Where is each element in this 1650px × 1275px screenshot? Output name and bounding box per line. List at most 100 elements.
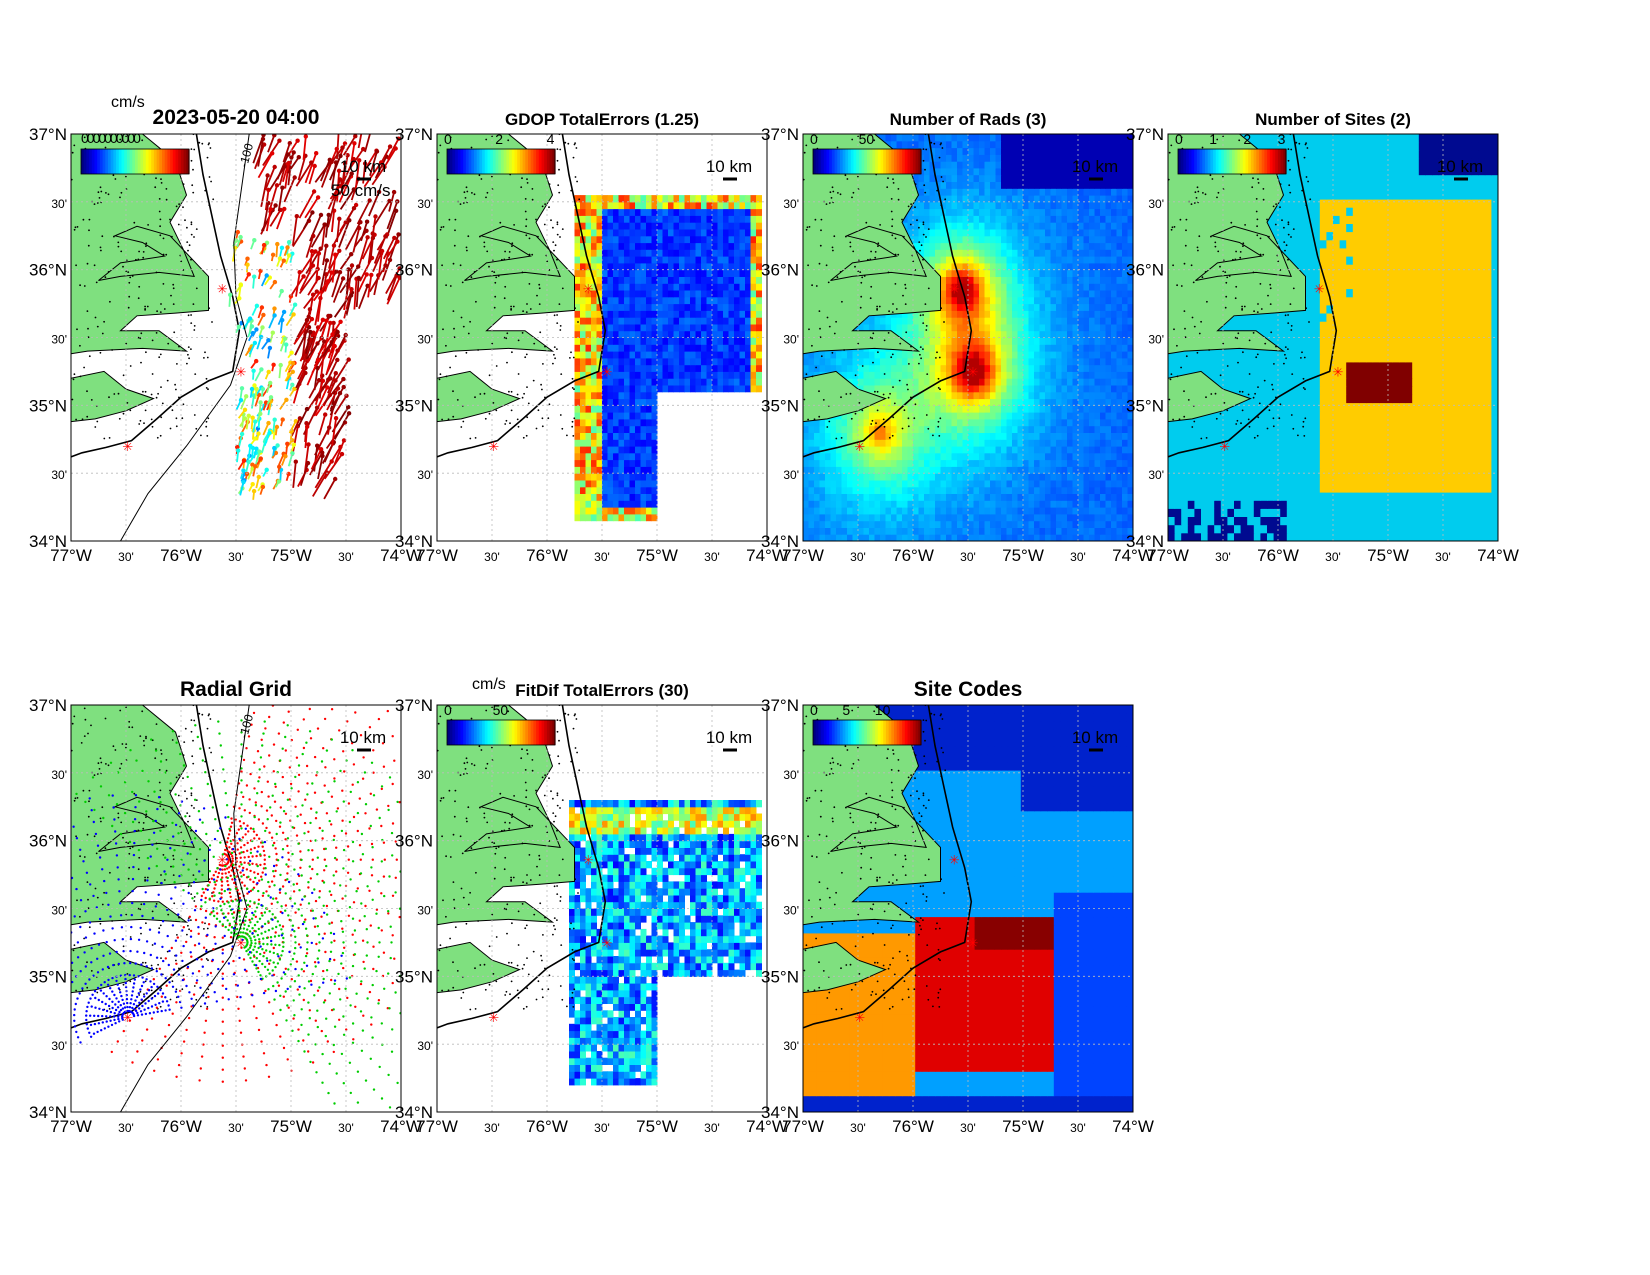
coast-dot xyxy=(449,285,452,287)
colorbar-segment xyxy=(140,149,144,174)
field-cell xyxy=(819,513,826,522)
field-cell xyxy=(1012,357,1018,366)
field-cell xyxy=(723,222,729,230)
field-cell xyxy=(1056,303,1062,311)
field-cell xyxy=(1039,351,1046,359)
field-cell xyxy=(973,344,980,352)
field-cell xyxy=(1127,323,1133,332)
field-cell xyxy=(668,371,674,379)
field-cell xyxy=(1078,412,1084,420)
field-cell xyxy=(717,208,724,216)
field-cell xyxy=(885,493,892,501)
field-cell xyxy=(613,432,619,440)
field-cell xyxy=(750,337,757,345)
field-cell xyxy=(629,425,636,433)
coast-dot xyxy=(178,396,180,399)
field-cell xyxy=(635,303,641,311)
field-cell xyxy=(734,303,740,311)
field-cell xyxy=(596,507,603,515)
field-cell xyxy=(728,344,735,352)
colorbar-segment xyxy=(108,149,112,174)
field-cell xyxy=(924,344,930,352)
current-vector xyxy=(357,134,363,149)
field-cell xyxy=(1039,303,1046,311)
field-cell xyxy=(885,378,892,386)
coast-dot xyxy=(442,226,445,228)
current-vector-head xyxy=(268,207,273,212)
field-cell xyxy=(968,452,974,461)
field-cell xyxy=(951,473,958,481)
field-cell xyxy=(750,310,757,318)
field-cell xyxy=(973,323,980,332)
coast-dot xyxy=(159,234,162,237)
field-cell xyxy=(874,527,881,535)
field-cell xyxy=(739,249,746,257)
field-cell xyxy=(607,473,614,481)
field-cell xyxy=(1028,337,1035,345)
coast-dot xyxy=(172,303,175,305)
field-cell xyxy=(940,351,947,359)
field-cell xyxy=(646,276,652,284)
lon-tick-label: 75°W xyxy=(636,546,678,565)
field-cell xyxy=(819,459,826,467)
field-cell xyxy=(968,425,974,433)
lat-tick-label: 34°N xyxy=(395,532,433,551)
current-vector-head xyxy=(334,269,339,274)
field-cell xyxy=(602,418,608,427)
field-cell xyxy=(591,351,597,359)
field-cell xyxy=(640,452,647,461)
field-cell xyxy=(918,323,925,332)
current-vector-head xyxy=(341,438,347,443)
colorbar-segment xyxy=(501,149,505,174)
current-vector xyxy=(333,440,345,465)
coast-dot xyxy=(112,174,115,177)
coast-dot xyxy=(574,307,576,310)
field-cell xyxy=(946,378,952,386)
field-cell xyxy=(957,446,963,454)
field-cell xyxy=(580,283,586,291)
current-vector-head xyxy=(327,425,332,430)
field-cell xyxy=(1105,323,1112,332)
field-cell xyxy=(1078,391,1084,400)
current-vector-head xyxy=(252,340,258,346)
field-cell xyxy=(574,466,581,474)
field-cell xyxy=(940,330,947,338)
colorbar-segment xyxy=(492,149,497,174)
field-cell xyxy=(602,459,608,467)
colorbar-segment xyxy=(455,149,459,174)
field-cell xyxy=(880,357,886,366)
coast-dot xyxy=(155,271,158,274)
field-cell xyxy=(858,513,864,522)
coast-dot xyxy=(441,418,443,421)
field-cell xyxy=(962,405,969,413)
field-cell xyxy=(635,215,641,223)
field-cell xyxy=(701,310,707,318)
colorbar-segment xyxy=(186,149,190,174)
field-cell xyxy=(924,371,930,379)
field-cell xyxy=(684,249,691,257)
field-cell xyxy=(1122,418,1128,427)
field-cell xyxy=(1028,452,1035,461)
field-cell xyxy=(574,507,581,515)
field-cell xyxy=(1012,378,1018,386)
field-cell xyxy=(1133,480,1139,487)
field-cell xyxy=(808,486,815,494)
current-vector-head xyxy=(241,458,247,463)
field-cell xyxy=(635,276,641,284)
current-vector-head xyxy=(249,386,255,392)
field-cell xyxy=(962,412,969,420)
current-vector-head xyxy=(364,228,369,233)
field-cell xyxy=(640,201,647,210)
current-vector xyxy=(357,274,368,293)
current-vector-head xyxy=(267,275,272,280)
coast-dot xyxy=(158,356,161,359)
coast-dot xyxy=(449,136,452,139)
field-cell xyxy=(1034,412,1040,420)
field-cell xyxy=(640,513,647,522)
field-cell xyxy=(913,534,919,541)
coast-dot xyxy=(454,218,457,221)
field-cell xyxy=(880,486,886,494)
field-cell xyxy=(902,500,908,508)
field-cell xyxy=(701,317,707,325)
field-cell xyxy=(640,249,647,257)
